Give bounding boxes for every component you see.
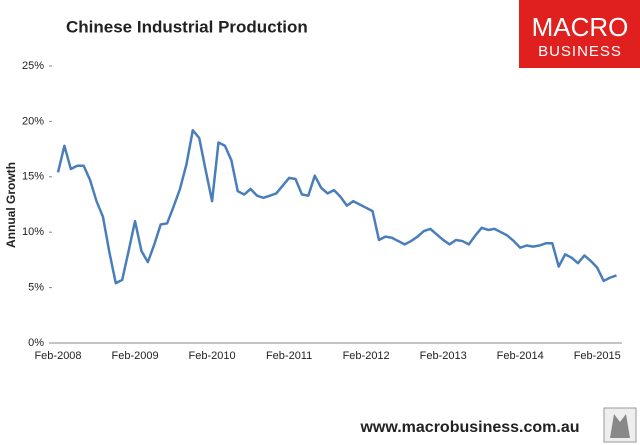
y-tick-label: 0% — [28, 337, 44, 349]
y-tick-label: 10% — [22, 226, 44, 238]
logo-text: BUSINESS — [538, 43, 622, 60]
y-tick-label: 25% — [22, 60, 44, 72]
data-line — [56, 129, 617, 285]
x-tick-label: Feb-2015 — [574, 350, 621, 362]
x-tick-label: Feb-2010 — [189, 350, 236, 362]
logo-text: MACRO — [532, 12, 629, 42]
x-tick-label: Feb-2014 — [497, 350, 544, 362]
y-tick-label: 20% — [22, 115, 44, 127]
x-tick-label: Feb-2012 — [343, 350, 390, 362]
x-tick-label: Feb-2009 — [111, 350, 158, 362]
wolf-icon — [610, 414, 630, 438]
chart-title: Chinese Industrial Production — [66, 17, 308, 36]
y-axis-label: Annual Growth — [4, 162, 18, 248]
y-tick-label: 5% — [28, 282, 44, 294]
footer: www.macrobusiness.com.au — [359, 419, 579, 436]
x-tick-label: Feb-2013 — [420, 350, 467, 362]
x-tick-label: Feb-2011 — [266, 350, 312, 362]
y-tick-label: 15% — [22, 171, 44, 183]
x-tick-label: Feb-2008 — [34, 350, 81, 362]
logo-box — [519, 0, 640, 68]
